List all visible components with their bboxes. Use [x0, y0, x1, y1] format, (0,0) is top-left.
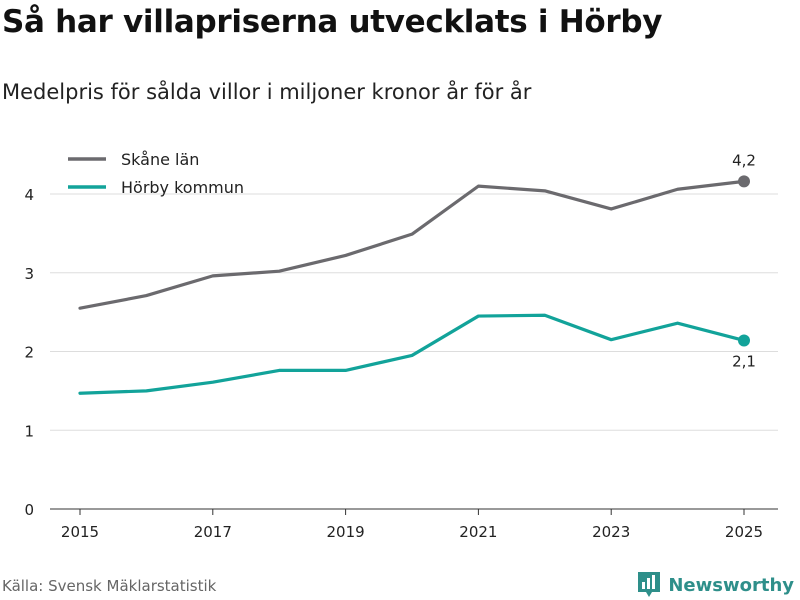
chart-title: Så har villapriserna utvecklats i Hörby	[2, 4, 663, 40]
y-tick-label: 4	[24, 186, 34, 204]
x-tick-label: 2015	[61, 523, 99, 541]
legend-label: Skåne län	[121, 150, 199, 169]
legend-label: Hörby kommun	[121, 178, 244, 197]
series-end-label: 2,1	[732, 352, 756, 370]
x-tick-label: 2019	[327, 523, 365, 541]
newsworthy-logo-icon	[638, 572, 661, 597]
series-end-marker	[738, 334, 750, 347]
data-labels: 4,2 2,1	[732, 151, 756, 370]
series-end-label: 4,2	[732, 151, 756, 169]
series-line-0	[78, 179, 746, 310]
chart-subtitle: Medelpris för sålda villor i miljoner kr…	[2, 80, 532, 104]
series-lines	[78, 175, 750, 395]
legend: Skåne län Hörby kommun	[68, 150, 244, 197]
grid-lines	[50, 193, 778, 431]
y-tick-label: 3	[24, 265, 34, 283]
y-tick-label: 0	[24, 501, 34, 519]
source-note: Källa: Svensk Mäklarstatistik	[2, 577, 217, 595]
axes: 0 1 2 3 4 2015 2017 2019 2021 2023 2025	[24, 186, 778, 541]
series-end-marker	[738, 175, 750, 188]
x-tick-label: 2023	[592, 523, 630, 541]
series-line-1	[78, 313, 746, 395]
y-tick-label: 2	[24, 344, 34, 362]
brand-logo: Newsworthy	[636, 570, 794, 600]
x-tick-label: 2025	[725, 523, 763, 541]
brand-name: Newsworthy	[668, 574, 794, 596]
x-tick-label: 2021	[459, 523, 497, 541]
x-tick-label: 2017	[194, 523, 232, 541]
y-tick-label: 1	[24, 422, 34, 440]
